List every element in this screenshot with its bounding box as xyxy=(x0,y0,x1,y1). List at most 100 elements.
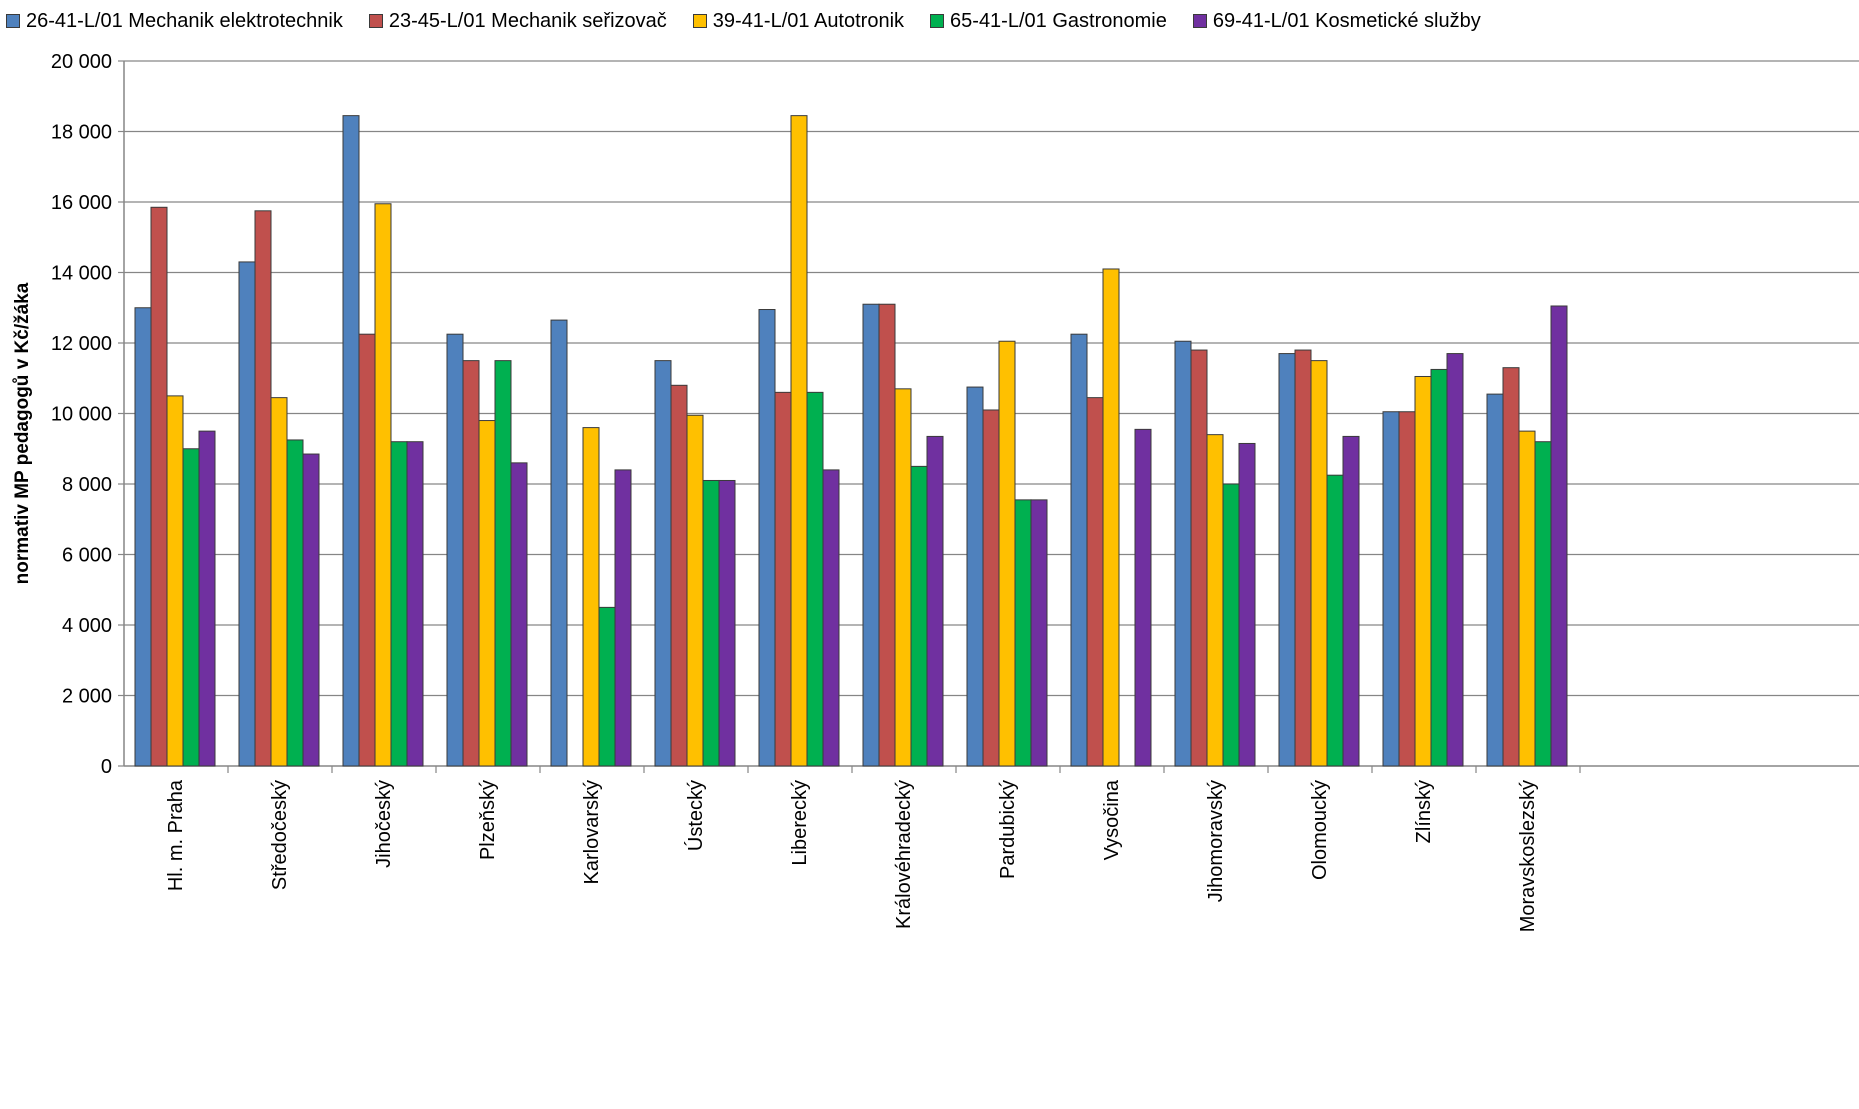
bar xyxy=(614,469,632,767)
bar xyxy=(390,441,408,767)
x-tick-label: Středočeský xyxy=(269,780,291,890)
bar xyxy=(1134,428,1152,767)
y-tick-label: 6 000 xyxy=(62,545,112,567)
bar xyxy=(134,307,152,767)
legend-label: 23-45-L/01 Mechanik seřizovač xyxy=(388,9,667,32)
bar xyxy=(494,360,512,767)
legend-item: 65-41-L/01 Gastronomie xyxy=(930,10,1167,33)
y-tick-label: 18 000 xyxy=(51,122,112,144)
bar xyxy=(1070,333,1088,767)
bar xyxy=(910,465,928,767)
bar xyxy=(670,384,688,767)
bar xyxy=(238,261,256,767)
bar xyxy=(1014,499,1032,767)
bar xyxy=(966,386,984,767)
legend-label: 26-41-L/01 Mechanik elektrotechnik xyxy=(26,9,343,32)
bar xyxy=(550,319,568,767)
bar xyxy=(1278,353,1296,767)
bar xyxy=(1502,367,1520,767)
bar xyxy=(758,309,776,767)
bar xyxy=(806,391,824,767)
bar xyxy=(270,397,288,767)
y-tick-label: 20 000 xyxy=(51,51,112,73)
bar xyxy=(374,203,392,767)
y-tick-label: 16 000 xyxy=(51,192,112,214)
legend-label: 69-41-L/01 Kosmetické služby xyxy=(1212,9,1481,32)
legend-item: 69-41-L/01 Kosmetické služby xyxy=(1192,9,1481,33)
bar xyxy=(654,360,672,767)
legend-swatch xyxy=(1192,14,1207,28)
bar xyxy=(1310,360,1328,767)
y-tick-label: 8 000 xyxy=(62,474,112,496)
bar xyxy=(1446,353,1464,767)
bar xyxy=(286,439,304,767)
x-tick-label: Jihočeský xyxy=(373,780,395,868)
bar xyxy=(1294,349,1312,767)
x-tick-label: Vysočina xyxy=(1101,779,1123,860)
bar xyxy=(462,360,480,767)
x-tick-label: Jihomoravský xyxy=(1205,780,1227,902)
x-tick-label: Zlínský xyxy=(1413,780,1435,843)
bar xyxy=(790,115,808,767)
bar xyxy=(1382,411,1400,767)
bar xyxy=(1398,411,1416,767)
x-tick-label: Hl. m. Praha xyxy=(165,779,187,891)
bar xyxy=(1534,441,1552,767)
bar xyxy=(894,388,912,767)
x-tick-label: Liberecký xyxy=(789,780,811,866)
bar xyxy=(998,340,1016,767)
y-tick-label: 10 000 xyxy=(51,404,112,426)
bar xyxy=(478,420,496,767)
bar xyxy=(878,303,896,767)
bar xyxy=(862,303,880,767)
bar xyxy=(150,206,168,767)
x-tick-label: Moravskoslezský xyxy=(1517,780,1539,932)
bar xyxy=(926,435,944,767)
bar xyxy=(982,409,1000,767)
legend-label: 65-41-L/01 Gastronomie xyxy=(950,9,1167,32)
y-tick-label: 12 000 xyxy=(51,333,112,355)
bar xyxy=(686,414,704,767)
bar xyxy=(510,462,528,767)
legend-swatch xyxy=(930,14,945,28)
legend-item: 23-45-L/01 Mechanik seřizovač xyxy=(368,9,667,33)
y-tick-label: 14 000 xyxy=(51,263,112,285)
x-tick-label: Královéhradecký xyxy=(893,780,915,929)
bar xyxy=(1550,305,1568,767)
bar xyxy=(1414,375,1432,767)
x-tick-label: Karlovarský xyxy=(581,780,603,884)
legend-item: 39-41-L/01 Autotronik xyxy=(692,10,904,33)
bar xyxy=(1086,397,1104,767)
x-tick-label: Ústecký xyxy=(684,780,707,851)
bar xyxy=(1174,340,1192,767)
bar xyxy=(1518,430,1536,767)
bar xyxy=(446,333,464,767)
bar xyxy=(1030,499,1048,767)
bar xyxy=(1486,393,1504,767)
bar xyxy=(582,427,600,767)
bar xyxy=(182,448,200,767)
bar xyxy=(774,391,792,767)
bar xyxy=(254,210,272,767)
legend-item: 26-41-L/01 Mechanik elektrotechnik xyxy=(6,10,343,33)
bar xyxy=(1190,349,1208,767)
bar xyxy=(1222,483,1240,767)
bar xyxy=(166,395,184,767)
bar xyxy=(1430,368,1448,767)
x-tick-label: Plzeňský xyxy=(477,780,499,860)
bar xyxy=(1102,268,1120,767)
legend: 26-41-L/01 Mechanik elektrotechnik 23-45-… xyxy=(6,6,1507,36)
y-axis-label: normativ MP pedagogů v Kč/žáka xyxy=(12,282,33,584)
bar xyxy=(302,453,320,767)
y-tick-label: 0 xyxy=(101,756,112,778)
y-tick-label: 2 000 xyxy=(62,686,112,708)
bar xyxy=(1206,434,1224,767)
legend-swatch xyxy=(692,14,707,28)
bar xyxy=(1238,442,1256,767)
bar xyxy=(198,430,216,767)
bar xyxy=(406,441,424,767)
y-tick-label: 4 000 xyxy=(62,615,112,637)
bar xyxy=(702,479,720,767)
